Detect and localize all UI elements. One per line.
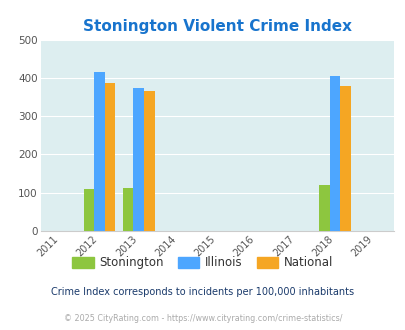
Bar bbox=[339, 85, 350, 231]
Bar bbox=[329, 76, 339, 231]
Bar bbox=[83, 189, 94, 231]
Bar bbox=[133, 88, 144, 231]
Legend: Stonington, Illinois, National: Stonington, Illinois, National bbox=[68, 252, 337, 274]
Bar bbox=[144, 90, 154, 231]
Bar bbox=[123, 188, 133, 231]
Bar bbox=[104, 83, 115, 231]
Bar bbox=[94, 72, 104, 231]
Text: Crime Index corresponds to incidents per 100,000 inhabitants: Crime Index corresponds to incidents per… bbox=[51, 287, 354, 297]
Bar bbox=[318, 185, 329, 231]
Title: Stonington Violent Crime Index: Stonington Violent Crime Index bbox=[83, 19, 351, 34]
Text: © 2025 CityRating.com - https://www.cityrating.com/crime-statistics/: © 2025 CityRating.com - https://www.city… bbox=[64, 314, 341, 323]
